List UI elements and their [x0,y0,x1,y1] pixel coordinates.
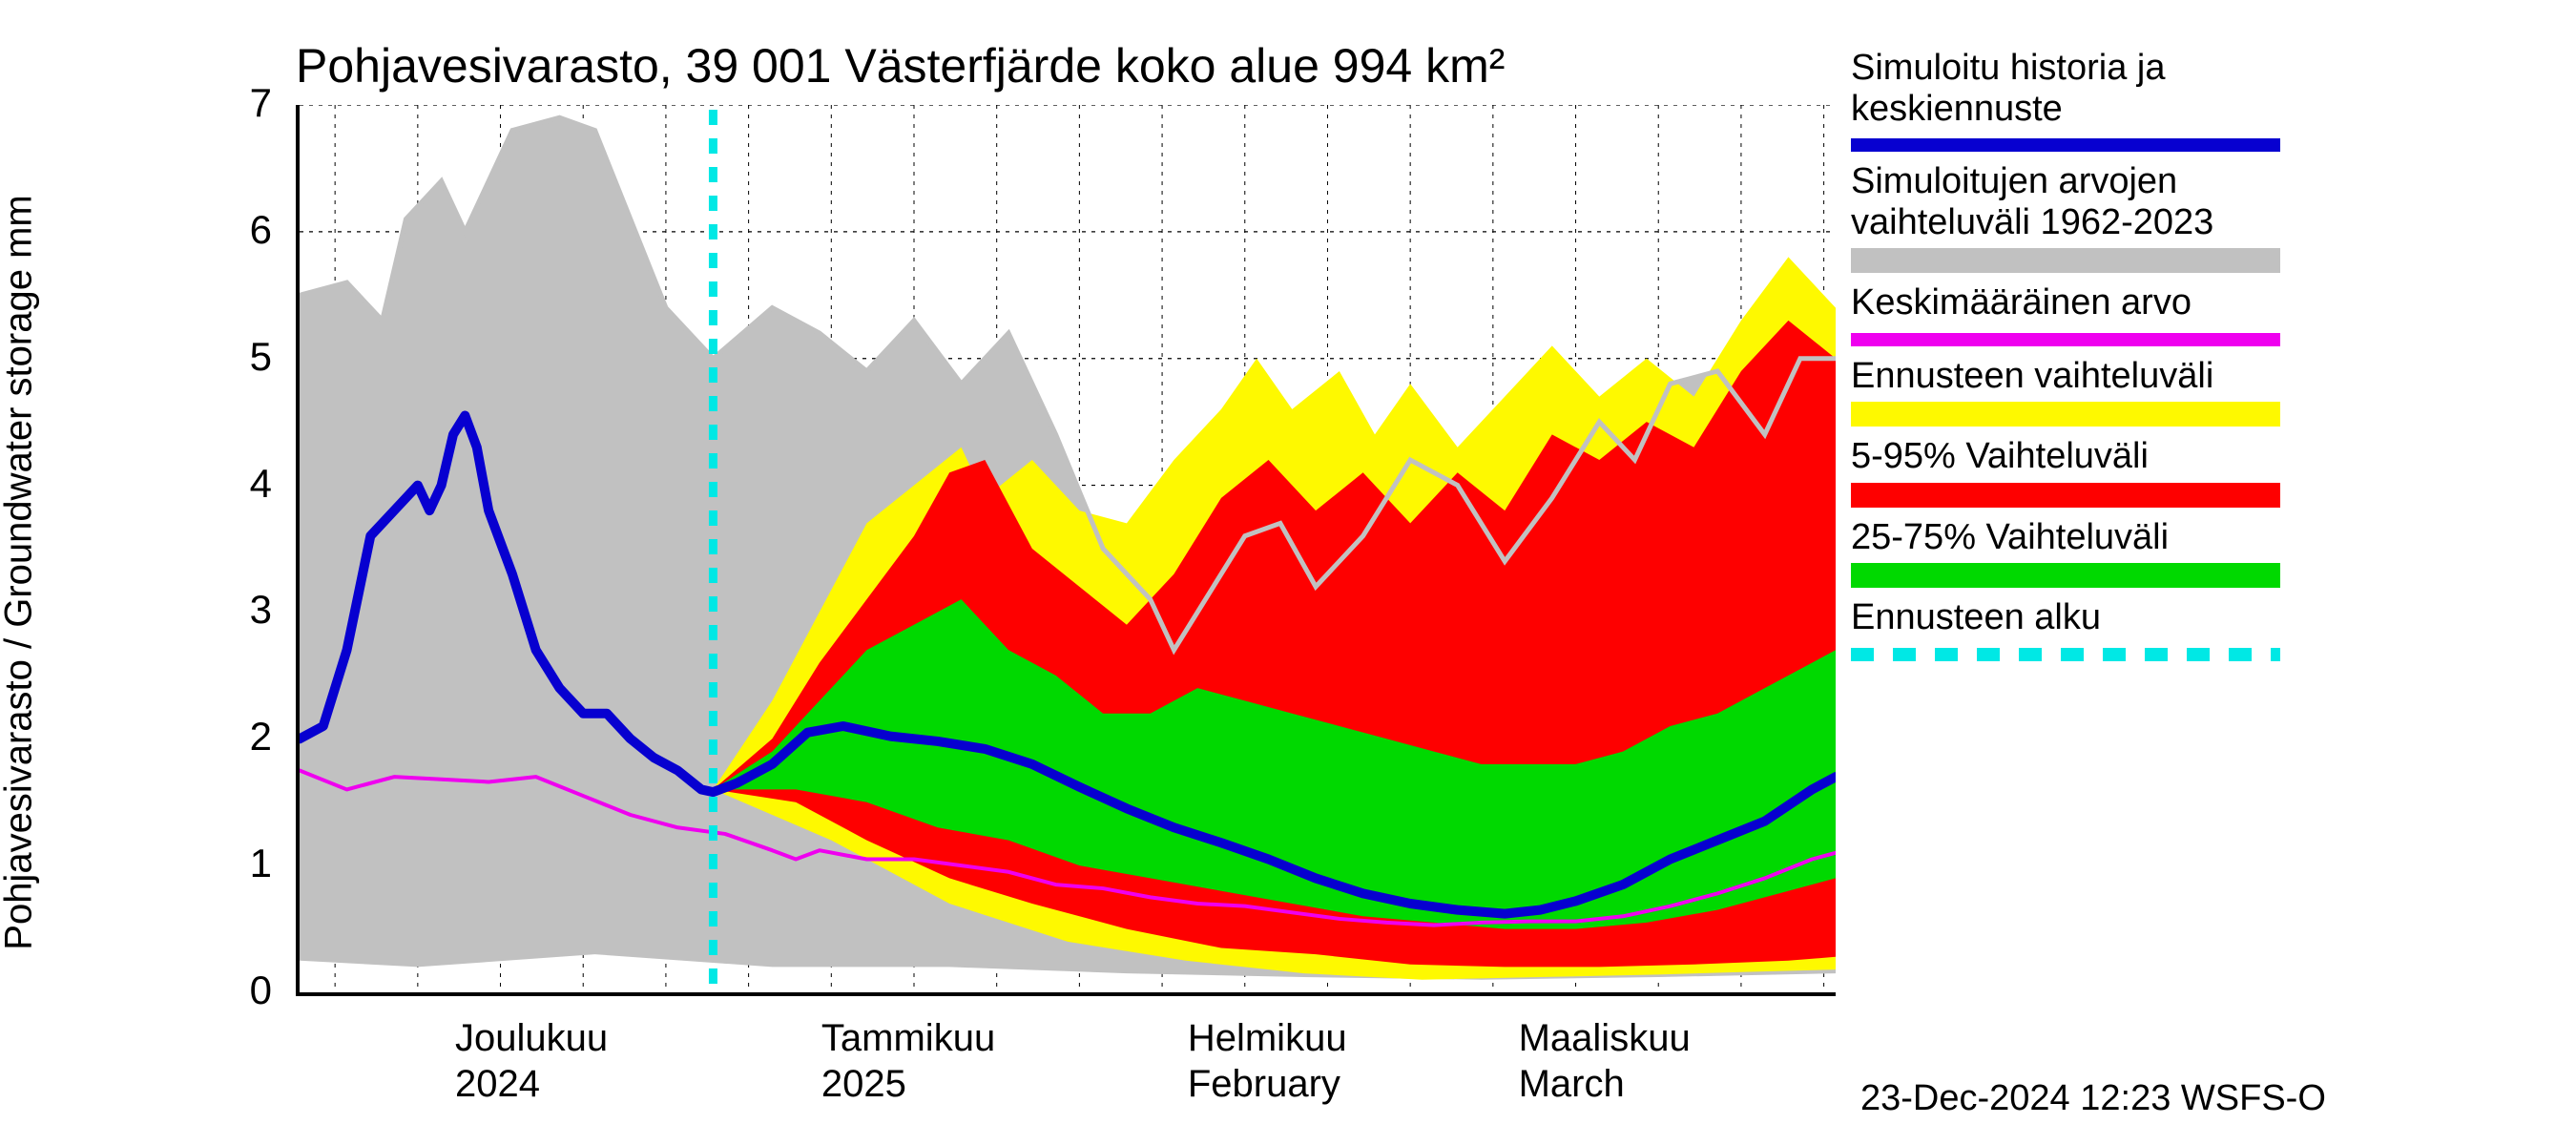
x-month-sublabel: 2025 [821,1063,906,1106]
y-tick-label: 0 [215,968,272,1013]
legend-label: 25-75% Vaihteluväli [1851,517,2557,558]
legend-item: Simuloitu historia jakeskiennuste [1851,48,2557,152]
legend-label: Simuloitujen arvojenvaihteluväli 1962-20… [1851,161,2557,242]
legend-swatch [1851,483,2280,508]
legend-item: 5-95% Vaihteluväli [1851,436,2557,508]
x-month-label: Tammikuu [821,1017,995,1060]
legend-swatch [1851,248,2280,273]
x-month-label: Helmikuu [1188,1017,1347,1060]
x-month-sublabel: 2024 [455,1063,540,1106]
plot-area [296,105,1836,996]
chart-root: Pohjavesivarasto / Groundwater storage m… [0,0,2576,1145]
legend-label: Ennusteen vaihteluväli [1851,356,2557,397]
chart-title: Pohjavesivarasto, 39 001 Västerfjärde ko… [296,38,1505,94]
y-tick-label: 2 [215,714,272,760]
x-month-label: Maaliskuu [1519,1017,1691,1060]
y-tick-label: 3 [215,587,272,633]
legend-item: Simuloitujen arvojenvaihteluväli 1962-20… [1851,161,2557,273]
legend: Simuloitu historia jakeskiennuste Simuloi… [1851,48,2557,671]
y-tick-label: 7 [215,80,272,126]
legend-swatch [1851,402,2280,427]
y-tick-label: 4 [215,461,272,507]
y-tick-label: 5 [215,334,272,380]
legend-label: Ennusteen alku [1851,597,2557,638]
legend-swatch [1851,138,2280,152]
legend-swatch [1851,333,2280,346]
legend-label: Simuloitu historia jakeskiennuste [1851,48,2557,129]
y-tick-label: 1 [215,841,272,886]
legend-swatch [1851,563,2280,588]
legend-item: Ennusteen vaihteluväli [1851,356,2557,427]
x-month-sublabel: March [1519,1063,1625,1106]
legend-item: 25-75% Vaihteluväli [1851,517,2557,589]
x-month-sublabel: February [1188,1063,1340,1106]
y-tick-label: 6 [215,207,272,253]
legend-swatch [1851,648,2280,661]
legend-label: Keskimääräinen arvo [1851,282,2557,323]
legend-label: 5-95% Vaihteluväli [1851,436,2557,477]
legend-item: Ennusteen alku [1851,597,2557,661]
plot-svg [300,105,1836,992]
footer-timestamp: 23-Dec-2024 12:23 WSFS-O [1860,1078,2326,1119]
legend-item: Keskimääräinen arvo [1851,282,2557,346]
x-month-label: Joulukuu [455,1017,608,1060]
y-axis-label: Pohjavesivarasto / Groundwater storage m… [0,195,41,949]
